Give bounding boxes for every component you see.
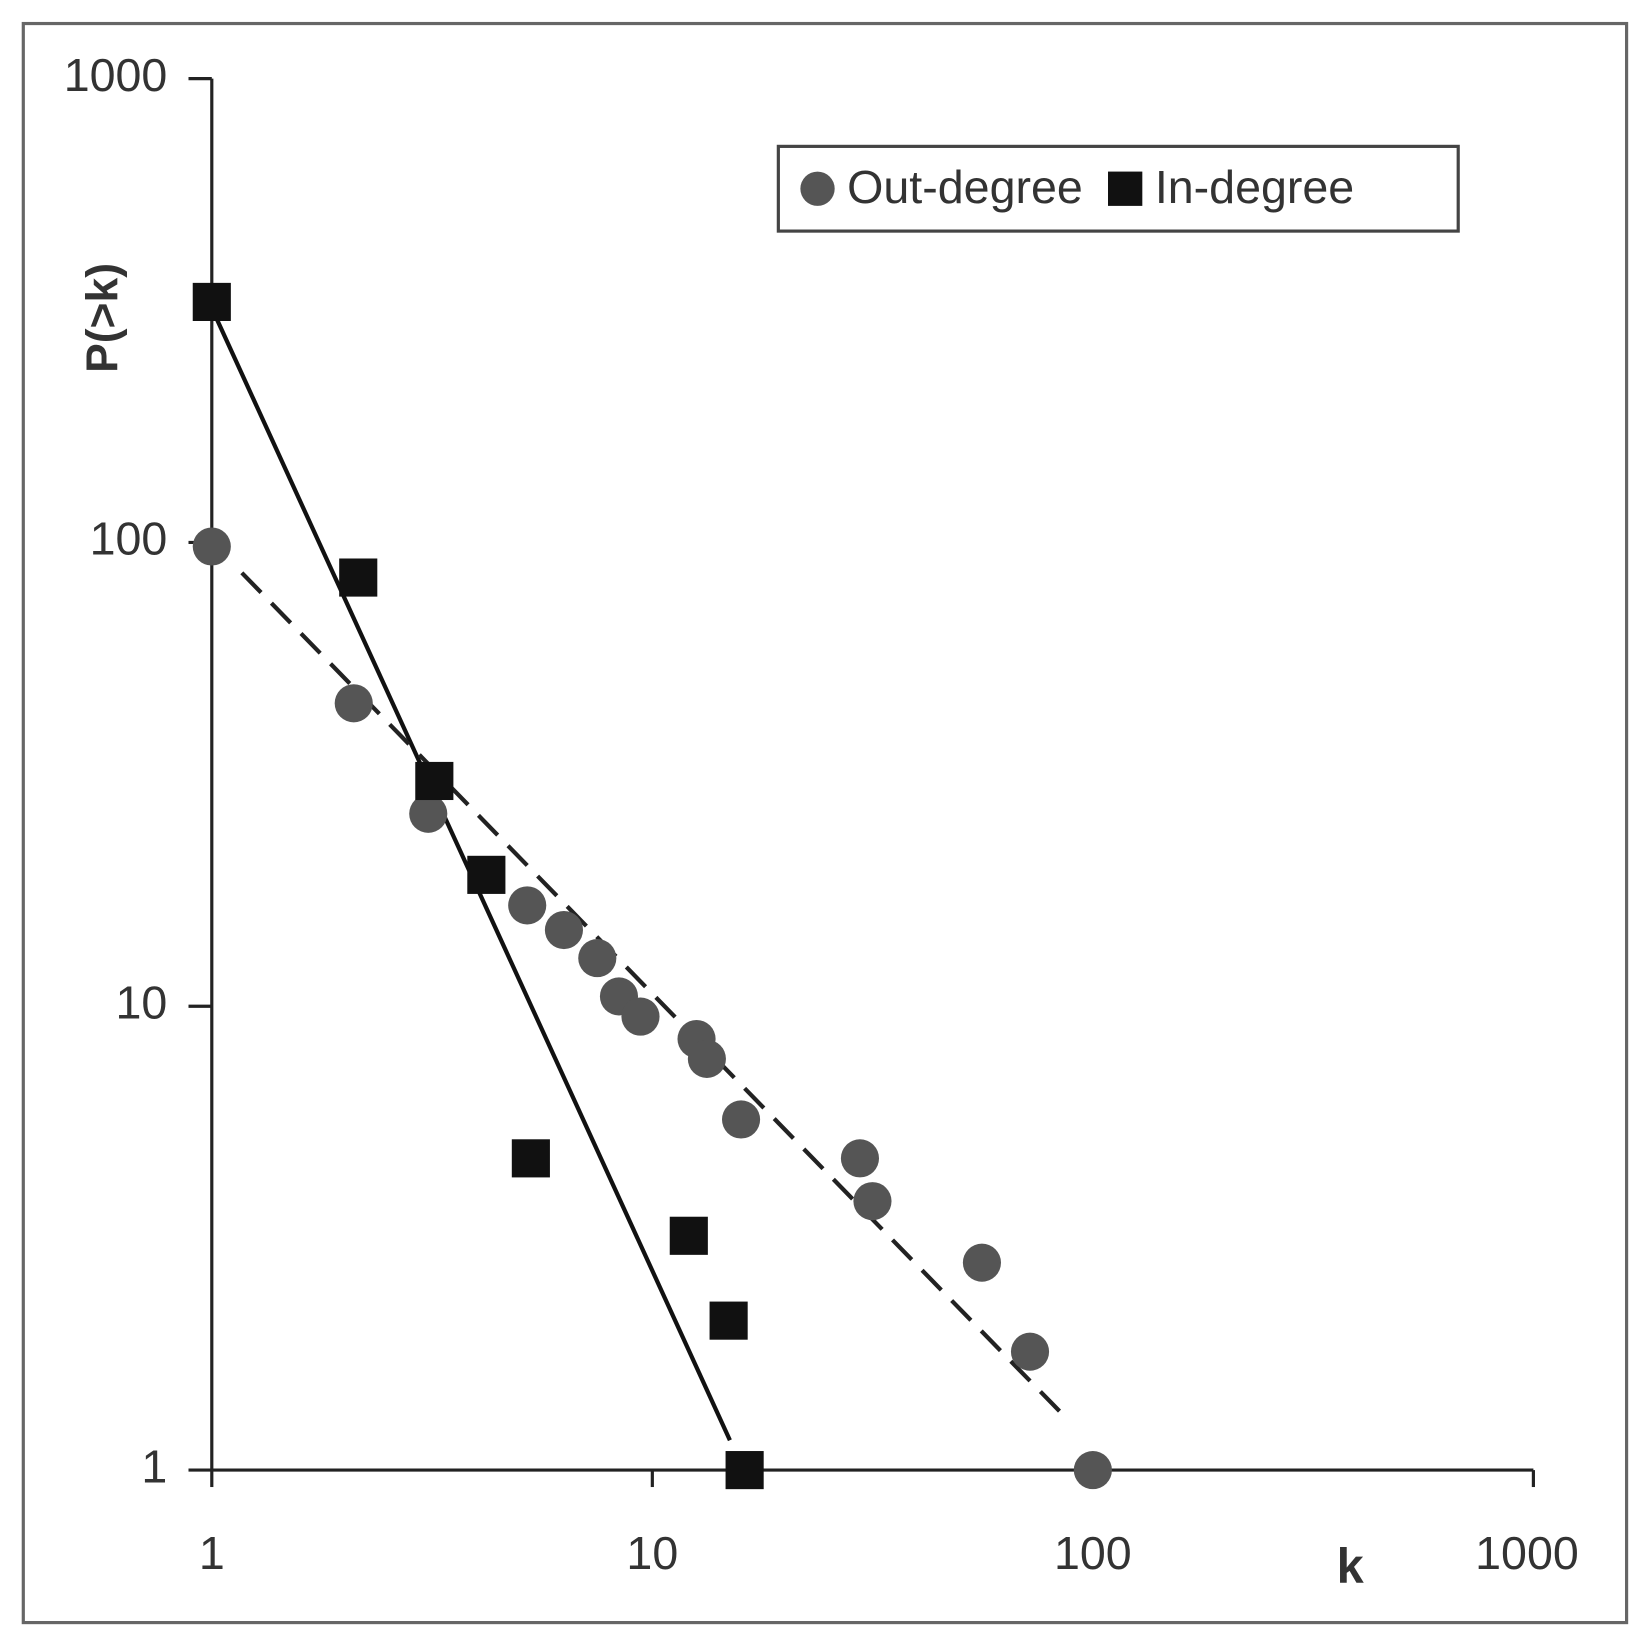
y-tick-label: 1000 xyxy=(64,49,168,101)
data-point xyxy=(334,684,373,723)
legend-label: Out-degree xyxy=(847,161,1083,213)
y-tick-label: 10 xyxy=(116,977,168,1029)
data-point xyxy=(621,997,660,1036)
data-point xyxy=(409,794,448,833)
legend-marker xyxy=(1108,171,1143,206)
data-point xyxy=(725,1451,764,1490)
data-point xyxy=(415,761,454,801)
data-point xyxy=(544,910,583,950)
data-point xyxy=(467,855,506,894)
data-point xyxy=(192,527,231,566)
data-point xyxy=(578,939,617,978)
legend-marker xyxy=(800,171,835,206)
data-point xyxy=(508,886,547,925)
data-point xyxy=(192,282,231,321)
x-tick-label: 1000 xyxy=(1475,1527,1579,1579)
data-point xyxy=(962,1243,1001,1282)
y-tick-label: 100 xyxy=(90,513,168,565)
y-tick-label: 1 xyxy=(141,1440,167,1492)
legend-label: In-degree xyxy=(1155,161,1354,213)
x-axis-label: k xyxy=(1337,1540,1365,1594)
data-point xyxy=(511,1139,550,1178)
x-tick-label: 1 xyxy=(199,1527,225,1579)
data-point xyxy=(840,1139,880,1178)
data-point xyxy=(709,1301,748,1340)
data-point xyxy=(1010,1332,1050,1371)
data-point xyxy=(1073,1451,1112,1490)
data-point xyxy=(721,1100,761,1139)
y-axis-label: P(>k) xyxy=(79,263,128,373)
chart-frame xyxy=(21,21,1629,1625)
data-point xyxy=(853,1182,892,1221)
data-point xyxy=(669,1216,708,1255)
data-point xyxy=(339,558,378,597)
data-point xyxy=(687,1039,726,1078)
trend-line xyxy=(240,571,1062,1413)
x-tick-label: 10 xyxy=(626,1527,678,1579)
x-tick-label: 100 xyxy=(1054,1527,1132,1579)
